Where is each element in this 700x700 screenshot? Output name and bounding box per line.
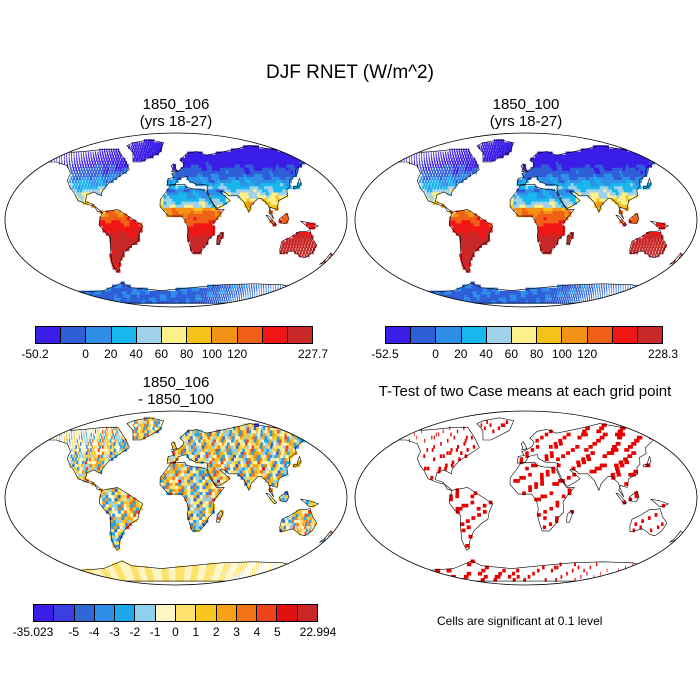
colorbar-swatch (36, 327, 62, 343)
colorbar-swatch (612, 327, 638, 343)
colorbar-swatch (61, 327, 87, 343)
colorbar-tick-label: -4 (88, 625, 100, 639)
colorbar-tick-label: 5 (273, 625, 281, 639)
colorbar-swatch (135, 605, 156, 621)
colorbar-swatch (386, 327, 412, 343)
colorbar-swatch (136, 327, 162, 343)
colorbar-swatch (86, 327, 112, 343)
colorbar-swatch (511, 327, 538, 343)
colorbar-tick-label: 3 (233, 625, 240, 639)
map-panel-difference (4, 410, 348, 586)
colorbar-tick-label: -52.5 (371, 347, 399, 361)
panel3-title-line2: - 1850_100 (138, 391, 214, 408)
panel2-title: 1850_100 (yrs 18-27) (426, 96, 626, 130)
panel1-title-line1: 1850_106 (142, 96, 210, 113)
colorbar-swatch (54, 605, 75, 621)
colorbar-tick-label: 228.3 (647, 347, 679, 361)
colorbar-swatch (277, 605, 298, 621)
colorbar-swatch (262, 327, 288, 343)
colorbar-swatch (34, 605, 55, 621)
colorbar-swatch (287, 327, 313, 343)
colorbar-tick-label: 2 (212, 625, 220, 639)
colorbar-tick-label: -50.2 (21, 347, 49, 361)
colorbar-swatch (461, 327, 487, 343)
map-border (354, 410, 698, 586)
panel1-title-line2: (yrs 18-27) (139, 113, 213, 130)
colorbar-swatch (297, 605, 317, 621)
map-ocean (355, 411, 697, 585)
colorbar-difference (33, 604, 318, 622)
map-border (354, 132, 698, 308)
colorbar-tick-label: 0 (82, 347, 89, 361)
colorbar-swatch (175, 605, 197, 621)
colorbar-tick-label: 20 (104, 347, 118, 361)
colorbar-tick-label: 120 (227, 347, 248, 361)
colorbar-swatch (212, 327, 238, 343)
colorbar-swatch (187, 327, 213, 343)
colorbar-swatch (155, 605, 176, 621)
colorbar-tick-label: 80 (179, 347, 194, 361)
colorbar-1850-100 (385, 326, 663, 344)
colorbar-tick-label: 60 (154, 347, 169, 361)
colorbar-tick-label: -2 (129, 625, 141, 639)
colorbar-tick-label: 100 (201, 347, 222, 361)
colorbar-swatch (196, 605, 217, 621)
colorbar-tick-label: 20 (454, 347, 468, 361)
colorbar-tick-label: 100 (551, 347, 572, 361)
colorbar-swatch (237, 327, 263, 343)
panel4-title: T-Test of two Case means at each grid po… (378, 383, 672, 400)
panel3-title-line1: 1850_106 (142, 374, 210, 391)
map-field (45, 417, 333, 582)
colorbar-tick-label: 120 (577, 347, 598, 361)
colorbar-tick-label: 4 (253, 625, 261, 639)
colorbar-tick-label: 22.994 (299, 625, 337, 639)
panel3-title: 1850_106 - 1850_100 (76, 374, 276, 408)
colorbar-tick-label: -35.023 (12, 625, 54, 639)
figure-title: DJF RNET (W/m^2) (266, 62, 434, 83)
colorbar-swatch (587, 327, 613, 343)
colorbar-swatch (115, 605, 136, 621)
colorbar-tick-label: -3 (109, 625, 120, 639)
colorbar-swatch (537, 327, 563, 343)
colorbar-tick-label: 40 (479, 347, 493, 361)
colorbar-swatch (411, 327, 437, 343)
map-panel-1850-100 (354, 132, 698, 308)
colorbar-tick-label: 60 (504, 347, 519, 361)
colorbar-tick-label: 1 (192, 625, 200, 639)
colorbar-tick-label: 227.7 (297, 347, 329, 361)
colorbar-tick-label: 80 (529, 347, 544, 361)
colorbar-1850-106 (35, 326, 313, 344)
colorbar-swatch (236, 605, 258, 621)
colorbar-swatch (486, 327, 512, 343)
colorbar-tick-label: -5 (68, 625, 80, 639)
colorbar-swatch (94, 605, 116, 621)
colorbar-tick-label: 0 (172, 625, 179, 639)
colorbar-swatch (257, 605, 278, 621)
map-field (45, 139, 333, 304)
map-border (4, 410, 348, 586)
map-panel-ttest (354, 410, 698, 586)
significance-note: Cells are significant at 0.1 level (437, 614, 603, 628)
map-panel-1850-106 (4, 132, 348, 308)
colorbar-swatch (74, 605, 95, 621)
colorbar-tick-label: 0 (432, 347, 439, 361)
colorbar-swatch (436, 327, 462, 343)
colorbar-swatch (562, 327, 588, 343)
colorbar-tick-label: -1 (149, 625, 161, 639)
colorbar-swatch (637, 327, 663, 343)
panel2-title-line1: 1850_100 (492, 96, 560, 113)
colorbar-swatch (111, 327, 137, 343)
panel1-title: 1850_106 (yrs 18-27) (76, 96, 276, 130)
colorbar-swatch (216, 605, 237, 621)
map-border (4, 132, 348, 308)
panel2-title-line2: (yrs 18-27) (489, 113, 563, 130)
colorbar-tick-label: 40 (129, 347, 143, 361)
colorbar-swatch (161, 327, 188, 343)
